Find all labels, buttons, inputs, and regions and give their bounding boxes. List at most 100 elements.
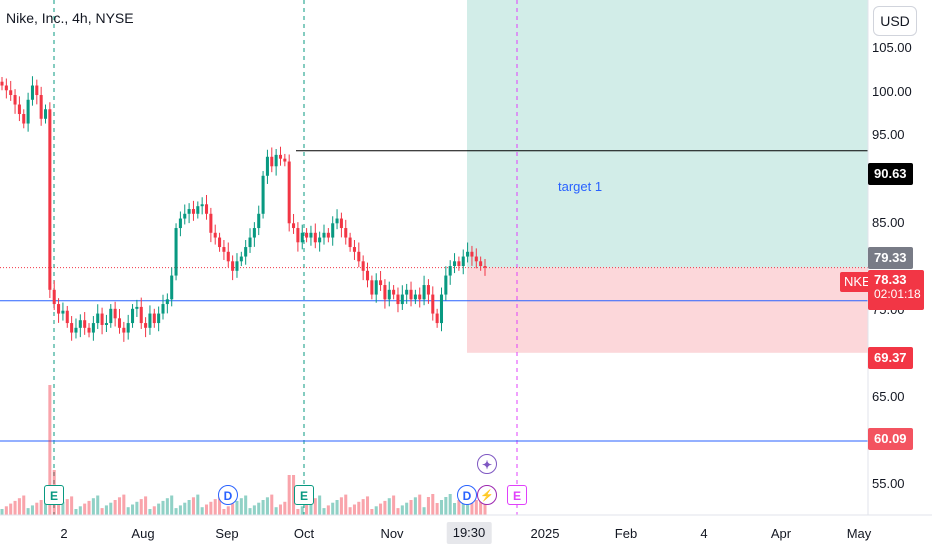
volume-bar (35, 502, 39, 515)
volume-bar (9, 503, 13, 515)
candle-body (252, 228, 256, 238)
candle-body (244, 247, 248, 257)
candle-body (479, 261, 483, 267)
volume-bar (174, 508, 178, 515)
volume-bar (135, 501, 139, 515)
candle-body (126, 323, 130, 333)
volume-bar (396, 508, 400, 515)
candle-body (239, 256, 243, 262)
volume-bar (235, 500, 239, 515)
volume-bar (17, 498, 21, 515)
volume-bar (409, 500, 413, 515)
volume-bar (13, 500, 17, 515)
candle-body (122, 327, 126, 333)
volume-bar (322, 508, 326, 515)
candle-body (104, 323, 108, 325)
candle-body (52, 289, 56, 305)
candle-body (83, 320, 87, 328)
candle-body (148, 313, 152, 328)
time-tick: Oct (293, 526, 315, 541)
candle-body (57, 304, 61, 314)
candle-body (135, 306, 139, 309)
volume-bar (431, 494, 435, 515)
candle-body (474, 256, 478, 262)
candle-body (387, 289, 391, 300)
volume-bar (457, 500, 461, 515)
candle-body (400, 294, 404, 305)
candle-body (35, 85, 39, 96)
upcoming-earnings-marker[interactable]: E (507, 485, 527, 505)
candle-body (483, 266, 487, 268)
bar-countdown: 02:01:18 (874, 287, 921, 301)
time-tick: Aug (131, 526, 155, 541)
volume-bar (96, 495, 100, 515)
candle-body (309, 232, 313, 238)
volume-bar (183, 502, 187, 515)
currency-button[interactable]: USD (873, 6, 917, 36)
volume-bar (200, 507, 204, 515)
volume-bar (191, 497, 195, 515)
dividend-marker[interactable]: D (457, 485, 477, 505)
time-tick: 4 (700, 526, 708, 541)
split-marker[interactable]: ⚡ (477, 485, 497, 505)
stop-price-badge[interactable]: 69.37 (868, 347, 913, 369)
volume-bar (0, 509, 4, 515)
volume-bar (392, 495, 396, 515)
volume-bar (348, 507, 352, 515)
candle-body (209, 213, 213, 233)
candle-body (196, 206, 200, 214)
support-price-badge[interactable]: 60.09 (868, 428, 913, 450)
dividend-marker[interactable]: D (218, 485, 238, 505)
volume-bar (248, 508, 252, 515)
candle-body (313, 232, 317, 243)
volume-bar (383, 500, 387, 515)
candle-body (470, 251, 474, 257)
target-label[interactable]: target 1 (558, 179, 603, 194)
candle-body (431, 294, 435, 314)
candle-body (226, 251, 230, 262)
candle-body (365, 270, 370, 281)
earnings-marker[interactable]: E (294, 485, 314, 505)
time-tick: May (846, 526, 872, 541)
volume-bar (361, 499, 365, 515)
earnings-marker[interactable]: E (44, 485, 64, 505)
volume-bar (126, 507, 130, 515)
volume-bar (104, 505, 108, 515)
volume-bar (231, 503, 235, 515)
candle-body (361, 261, 365, 271)
volume-bar (239, 498, 243, 515)
candle-body (296, 228, 300, 243)
candle-body (9, 90, 13, 96)
volume-bar (287, 475, 291, 515)
candle-body (187, 209, 191, 214)
volume-bar (357, 501, 361, 515)
volume-bar (4, 506, 8, 515)
time-tick: Nov (380, 526, 404, 541)
candle-body (174, 228, 178, 276)
volume-bar (70, 496, 74, 515)
candle-body (274, 154, 278, 167)
volume-bar (83, 503, 87, 515)
volume-bar (109, 502, 113, 515)
volume-bar (374, 506, 378, 515)
volume-bar (157, 503, 161, 515)
sparkle-icon[interactable]: ✦ (477, 454, 497, 474)
volume-bar (100, 508, 104, 515)
candle-body (4, 85, 8, 91)
volume-bar (161, 500, 165, 515)
candle-body (396, 294, 400, 305)
candle-body (453, 261, 457, 267)
volume-bar (148, 509, 152, 515)
volume-bar (331, 502, 335, 515)
candle-body (270, 156, 274, 167)
candle-body (139, 306, 143, 324)
target-price-badge[interactable]: 90.63 (868, 163, 913, 185)
volume-bar (122, 494, 126, 515)
candle-body (200, 204, 204, 207)
volume-bar (305, 503, 309, 515)
candle-body (117, 318, 122, 328)
volume-bar (178, 505, 182, 515)
candle-body (409, 289, 413, 300)
price-tick: 105.00 (872, 40, 912, 55)
